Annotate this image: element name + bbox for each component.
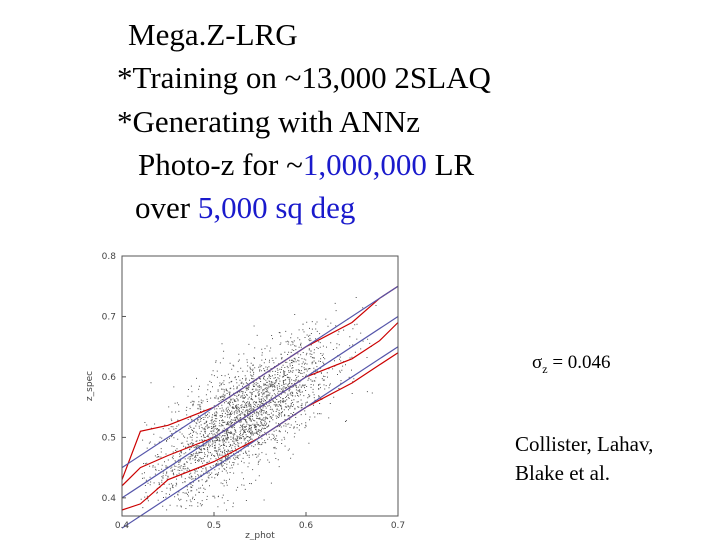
x-tick-label: 0.6 xyxy=(299,521,314,531)
bullet-generating: *Generating with ANNz xyxy=(117,104,421,139)
slide-title: Mega.Z-LRG xyxy=(128,17,298,52)
y-tick-label: 0.4 xyxy=(102,494,117,504)
y-tick-label: 0.8 xyxy=(102,252,117,262)
photoz-count: 1,000,000 xyxy=(302,147,427,182)
y-tick-label: 0.7 xyxy=(102,312,116,322)
credit-block: Collister, Lahav, Blake et al. xyxy=(515,430,653,488)
x-tick-label: 0.4 xyxy=(115,521,130,531)
x-axis-label: z_phot xyxy=(245,531,275,540)
photoz-suffix: LR xyxy=(426,147,475,182)
scatter-point-cloud xyxy=(140,297,377,511)
bullet-training: *Training on ~13,000 2SLAQ xyxy=(117,60,491,95)
y-tick-label: 0.5 xyxy=(102,433,116,443)
photoz-scatter-plot: 0.4 0.5 0.6 0.7 0.4 0.5 0.6 0.7 0.8 z_phot z_spe… xyxy=(66,248,444,540)
y-axis-label: z_spec xyxy=(85,371,95,401)
sigma-symbol: σ xyxy=(532,352,543,373)
y-tick-label: 0.6 xyxy=(102,373,117,383)
credit-line-1: Collister, Lahav, xyxy=(515,432,654,456)
area-prefix: over xyxy=(135,190,198,225)
sigma-value: = 0.046 xyxy=(547,352,611,373)
photoz-prefix: Photo-z for ~ xyxy=(138,147,303,182)
x-tick-label: 0.7 xyxy=(391,521,405,531)
plot-frame xyxy=(121,255,399,517)
plot-background xyxy=(66,248,444,540)
series-line-one-to-one xyxy=(121,315,399,499)
line-area: over 5,000 sq deg xyxy=(135,190,355,226)
line-photoz: Photo-z for ~1,000,000 LR xyxy=(138,147,474,183)
x-tick-label: 0.5 xyxy=(207,521,221,531)
plot-border xyxy=(121,255,399,517)
credit-line-2: Blake et al. xyxy=(515,461,611,485)
scatter-points xyxy=(140,297,377,511)
series-line-offset-plus xyxy=(121,285,399,469)
series-line-offset-minus xyxy=(121,346,399,529)
area-value: 5,000 sq deg xyxy=(197,190,356,225)
sigma-subscript: z xyxy=(542,361,548,376)
axis-ticks: 0.4 0.5 0.6 0.7 0.4 0.5 0.6 0.7 0.8 xyxy=(102,252,405,531)
envelope-lines xyxy=(121,285,399,529)
sigma-z-label: σz = 0.046 xyxy=(532,352,611,377)
